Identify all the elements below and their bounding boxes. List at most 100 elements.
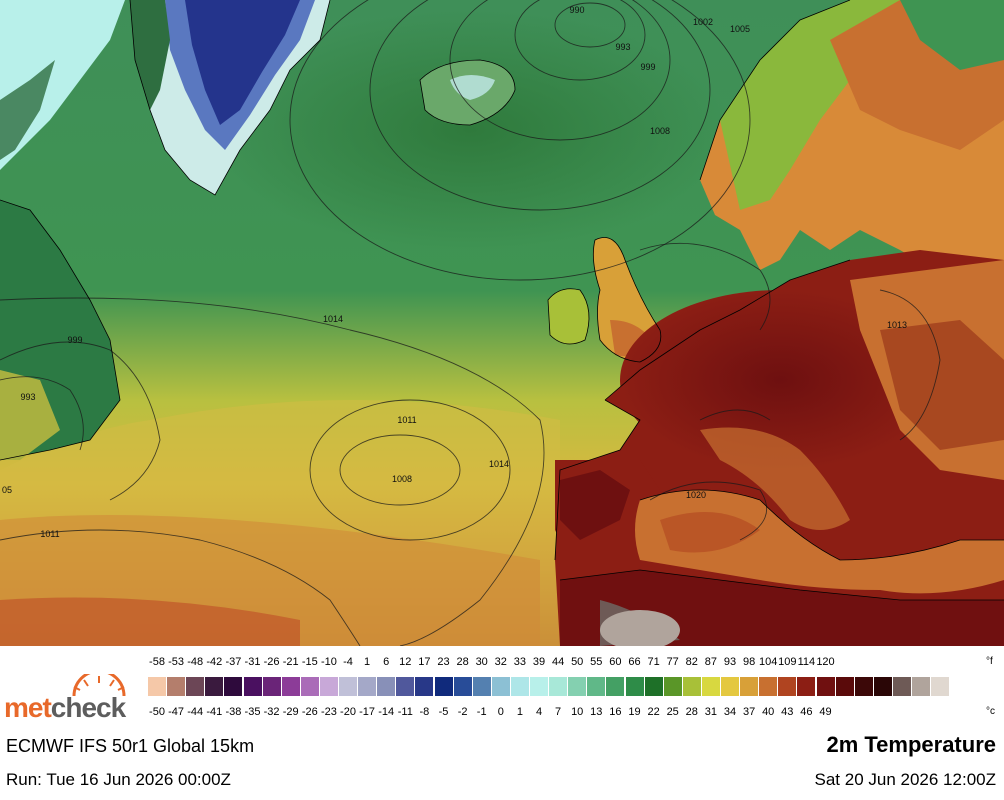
color-swatch — [281, 677, 300, 696]
scale-tick-label: 1 — [364, 656, 371, 668]
color-swatch — [587, 677, 606, 696]
logo-met-text: met — [4, 692, 52, 723]
scale-tick-label: 19 — [628, 706, 641, 718]
scale-tick-label: 32 — [494, 656, 507, 668]
scale-tick-label: 4 — [535, 706, 543, 718]
isobar-label: 990 — [569, 5, 584, 15]
color-swatch — [472, 677, 491, 696]
scale-tick-label: -15 — [301, 656, 318, 668]
scale-tick-label: -11 — [397, 706, 413, 718]
color-swatch — [740, 677, 759, 696]
color-swatch — [396, 677, 415, 696]
isobar-label: 993 — [20, 392, 35, 402]
legend-footer: metcheck -58 -53 -48 -42 -37 -31 -26 -21 -15 -10-… — [0, 646, 1004, 800]
scale-tick-label: -42 — [206, 656, 223, 668]
temperature-map: 990 993 999 1002 1005 1008 1014 999 993 1011 1008 1… — [0, 0, 1004, 646]
scale-tick-label: -44 — [187, 706, 204, 718]
north-africa — [560, 570, 1004, 646]
metcheck-logo: metcheck — [4, 674, 144, 726]
scale-tick-label: 93 — [723, 656, 737, 668]
color-swatch — [892, 677, 911, 696]
scandinavia — [700, 0, 1004, 280]
color-swatch — [186, 677, 205, 696]
scale-tick-label: 34 — [723, 706, 737, 718]
greenland — [130, 0, 330, 195]
color-swatch — [224, 677, 243, 696]
valid-time: Sat 20 Jun 2026 12:00Z — [814, 770, 996, 789]
color-swatch — [625, 677, 644, 696]
isobar-label: 1020 — [686, 490, 706, 500]
scale-tick-label: -10 — [320, 656, 337, 668]
isobar-label: 1008 — [650, 126, 670, 136]
scale-tick-label: 12 — [399, 656, 412, 668]
fahrenheit-unit: °f — [986, 656, 993, 667]
scale-tick-label: 98 — [742, 656, 756, 668]
scale-tick-label: 46 — [800, 706, 813, 718]
color-swatch — [530, 677, 548, 696]
scale-tick-label: 77 — [666, 656, 679, 668]
isobar-label: 1014 — [323, 314, 343, 324]
color-swatch — [415, 677, 434, 696]
scale-tick-label: -35 — [244, 706, 261, 718]
scale-tick-label: 60 — [609, 656, 622, 668]
color-swatch — [319, 677, 338, 696]
scale-tick-label: 87 — [704, 656, 718, 668]
isobar-label: 999 — [67, 335, 82, 345]
scale-tick-label: 23 — [437, 656, 450, 668]
scale-tick-label: 16 — [609, 706, 622, 718]
isobar-label: 999 — [640, 62, 655, 72]
color-swatch — [568, 677, 587, 696]
color-swatch — [510, 677, 529, 696]
scale-tick-label: 28 — [456, 656, 469, 668]
mediterranean-sea — [635, 490, 1004, 594]
scale-tick-label: 13 — [590, 706, 603, 718]
scale-tick-label: 37 — [742, 706, 756, 718]
isobar-label: 993 — [615, 42, 630, 52]
scale-tick-label: -14 — [378, 706, 395, 718]
scale-tick-label: 71 — [647, 656, 660, 668]
color-swatch — [205, 677, 224, 696]
color-swatch — [339, 677, 357, 696]
scale-tick-label: 6 — [383, 656, 390, 668]
color-swatch — [797, 677, 816, 696]
isobar-label: 1011 — [40, 529, 59, 539]
color-swatch — [682, 677, 701, 696]
color-swatch — [262, 677, 281, 696]
scale-tick-label: 104 — [759, 656, 778, 668]
scale-tick-label: 39 — [532, 656, 546, 668]
scale-tick-label: -2 — [457, 706, 468, 718]
scale-tick-label: -23 — [320, 706, 337, 718]
isobar-label: 1014 — [489, 459, 509, 469]
scale-tick-label: 40 — [762, 706, 775, 718]
iceland — [420, 60, 515, 125]
product-title: 2m Temperature — [826, 732, 996, 757]
scale-tick-label: -17 — [359, 706, 376, 718]
isobars — [0, 0, 941, 646]
color-swatch — [835, 677, 854, 696]
scale-tick-label: -50 — [149, 706, 165, 718]
color-swatch — [912, 677, 930, 696]
scale-tick-label: -1 — [476, 706, 487, 718]
color-swatch — [873, 677, 892, 696]
scale-tick-label: 66 — [628, 656, 641, 668]
scale-tick-label: 44 — [551, 656, 565, 668]
scale-tick-label: -41 — [206, 706, 223, 718]
model-name: ECMWF IFS 50r1 Global 15km — [6, 736, 255, 756]
scale-tick-label: -26 — [263, 656, 280, 668]
scale-tick-label: 10 — [571, 706, 584, 718]
scale-tick-label: -4 — [343, 656, 353, 668]
scale-tick-label: -21 — [282, 656, 299, 668]
color-swatch — [816, 677, 835, 696]
color-swatch — [778, 677, 797, 696]
scale-tick-label: -47 — [168, 706, 185, 718]
color-swatch — [148, 677, 166, 696]
scale-tick-label: 43 — [781, 706, 794, 718]
scale-tick-label: 30 — [475, 656, 488, 668]
scale-tick-label: -5 — [438, 706, 449, 718]
scale-tick-label: -38 — [225, 706, 242, 718]
color-swatch — [167, 677, 186, 696]
scale-tick-label: 0 — [497, 706, 504, 718]
scale-tick-label: -48 — [187, 656, 204, 668]
isobar-label: 1008 — [392, 474, 412, 484]
color-swatch — [243, 677, 262, 696]
